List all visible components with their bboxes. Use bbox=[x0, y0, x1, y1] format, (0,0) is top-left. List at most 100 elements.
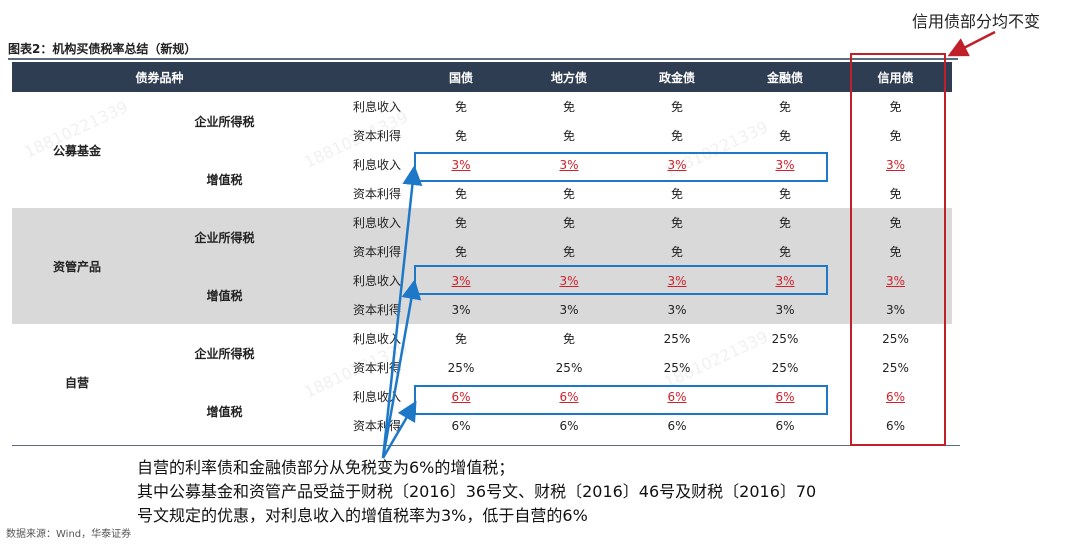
rate-cell: 25% bbox=[515, 353, 623, 382]
rate-cell: 3% bbox=[731, 266, 840, 295]
income-item-label: 利息收入 bbox=[353, 158, 402, 172]
rate-cell: 3% bbox=[623, 150, 731, 179]
income-item-label: 利息收入 bbox=[353, 332, 402, 346]
rate-value: 6% bbox=[559, 418, 579, 433]
rate-cell: 6% bbox=[407, 411, 515, 440]
tax-type-label: 增值税 bbox=[206, 172, 243, 187]
rate-value: 3% bbox=[885, 273, 906, 288]
tax-type-label: 企业所得税 bbox=[194, 346, 255, 361]
table-row: 资本利得 25% 25% 25% 25% 25% bbox=[12, 353, 952, 382]
rate-value: 免 bbox=[563, 332, 576, 346]
rate-cell: 免 bbox=[839, 92, 952, 121]
rate-cell: 3% bbox=[515, 266, 624, 295]
rate-value: 25% bbox=[771, 360, 799, 375]
rate-value: 免 bbox=[779, 187, 792, 201]
rate-cell: 免 bbox=[623, 92, 731, 121]
rate-value: 25% bbox=[882, 331, 909, 346]
arrow-to-fund-vat bbox=[381, 165, 423, 459]
rate-value: 6% bbox=[885, 389, 906, 404]
header-blank bbox=[307, 62, 408, 92]
rate-value: 3% bbox=[451, 302, 471, 317]
rate-value: 免 bbox=[563, 216, 576, 230]
rate-cell: 免 bbox=[731, 237, 840, 266]
rate-value: 25% bbox=[771, 331, 799, 346]
rate-cell: 6% bbox=[731, 411, 839, 440]
rate-cell: 25% bbox=[731, 324, 839, 353]
rate-value: 免 bbox=[889, 187, 902, 201]
title-rule bbox=[8, 58, 958, 60]
income-item-label: 利息收入 bbox=[307, 208, 408, 237]
rate-cell: 3% bbox=[839, 266, 953, 295]
rate-cell: 25% bbox=[623, 353, 731, 382]
rate-value: 3% bbox=[775, 273, 795, 288]
rate-cell: 免 bbox=[623, 208, 732, 237]
rate-value: 3% bbox=[885, 157, 906, 172]
rate-cell: 免 bbox=[515, 121, 623, 150]
institution-label: 自营 bbox=[64, 375, 89, 390]
rate-cell: 免 bbox=[515, 237, 624, 266]
rate-value: 25% bbox=[663, 360, 691, 375]
rate-cell: 免 bbox=[407, 179, 515, 208]
rate-cell: 3% bbox=[623, 266, 732, 295]
rate-cell: 免 bbox=[407, 237, 516, 266]
rate-value: 3% bbox=[559, 302, 579, 317]
rate-value: 25% bbox=[882, 360, 909, 375]
arrow-to-credit-column bbox=[947, 30, 996, 57]
note-line: 自营的利率债和金融债部分从免税变为6%的增值税； bbox=[137, 458, 515, 477]
institution-label: 公募基金 bbox=[52, 143, 101, 158]
rate-cell: 免 bbox=[839, 121, 952, 150]
rate-cell: 免 bbox=[623, 179, 731, 208]
header-financial: 金融债 bbox=[731, 62, 840, 92]
rate-cell: 免 bbox=[731, 208, 840, 237]
rate-value: 6% bbox=[775, 389, 795, 404]
rate-cell: 6% bbox=[839, 411, 952, 440]
rate-cell: 免 bbox=[407, 92, 515, 121]
rate-value: 免 bbox=[455, 245, 468, 259]
rate-value: 免 bbox=[455, 129, 468, 143]
income-item-label: 利息收入 bbox=[353, 100, 402, 114]
rate-cell: 6% bbox=[623, 411, 731, 440]
tax-type-label: 增值税 bbox=[142, 266, 308, 324]
rate-cell: 免 bbox=[839, 179, 952, 208]
data-source: 数据来源：Wind，华泰证券 bbox=[6, 529, 132, 540]
table-row: 公募基金 企业所得税 利息收入免免免免免 bbox=[12, 92, 952, 158]
income-item-label: 利息收入 bbox=[307, 266, 408, 295]
rate-cell: 免 bbox=[731, 92, 839, 121]
rate-value: 3% bbox=[775, 302, 795, 317]
tax-rate-table: 债券品种 国债 地方债 政金债 金融债 信用债 公募基金 企业所得税 利息收入免免免… bbox=[12, 62, 953, 440]
rate-cell: 3% bbox=[407, 150, 515, 179]
rate-value: 3% bbox=[559, 157, 579, 172]
rate-value: 免 bbox=[563, 100, 576, 114]
table-title: 图表2：机构买债税率总结（新规） bbox=[8, 42, 197, 56]
rate-value: 免 bbox=[779, 216, 792, 230]
rate-cell: 3% bbox=[623, 295, 732, 324]
arrow-to-prop-vat bbox=[381, 400, 417, 459]
rate-value: 3% bbox=[451, 157, 471, 172]
highlight-box-prop-vat bbox=[414, 385, 828, 415]
rate-cell: 6% bbox=[839, 382, 952, 411]
income-item-label: 资本利得 bbox=[307, 295, 408, 324]
rate-value: 免 bbox=[671, 187, 684, 201]
rate-value: 免 bbox=[455, 332, 468, 346]
rate-cell: 免 bbox=[731, 179, 839, 208]
table-row: 资本利得 免 免 免 免 免 bbox=[12, 121, 952, 150]
rate-cell: 3% bbox=[731, 295, 840, 324]
explanation-note: 自营的利率债和金融债部分从免税变为6%的增值税； 其中公募基金和资管产品受益于财… bbox=[137, 456, 937, 528]
rate-value: 3% bbox=[667, 273, 687, 288]
rate-value: 3% bbox=[667, 157, 687, 172]
rate-cell: 免 bbox=[515, 92, 623, 121]
income-item-label: 资本利得 bbox=[353, 129, 402, 143]
tax-type-label: 增值税 bbox=[206, 404, 243, 419]
table-row: 资本利得 免 免 免 免 免 bbox=[12, 179, 952, 208]
rate-cell: 免 bbox=[623, 121, 731, 150]
rate-cell: 6% bbox=[731, 382, 839, 411]
rate-value: 免 bbox=[455, 100, 468, 114]
tax-type-label: 企业所得税 bbox=[194, 114, 255, 129]
rate-cell: 免 bbox=[407, 121, 515, 150]
table-row: 增值税 利息收入 6% 6% 6% 6% 6% bbox=[12, 382, 952, 419]
rate-value: 免 bbox=[889, 245, 902, 259]
callout-credit-unchanged: 信用债部分均不变 bbox=[912, 12, 1041, 31]
income-item-label: 资本利得 bbox=[307, 237, 408, 266]
rate-value: 6% bbox=[667, 389, 687, 404]
rate-cell: 25% bbox=[623, 324, 731, 353]
